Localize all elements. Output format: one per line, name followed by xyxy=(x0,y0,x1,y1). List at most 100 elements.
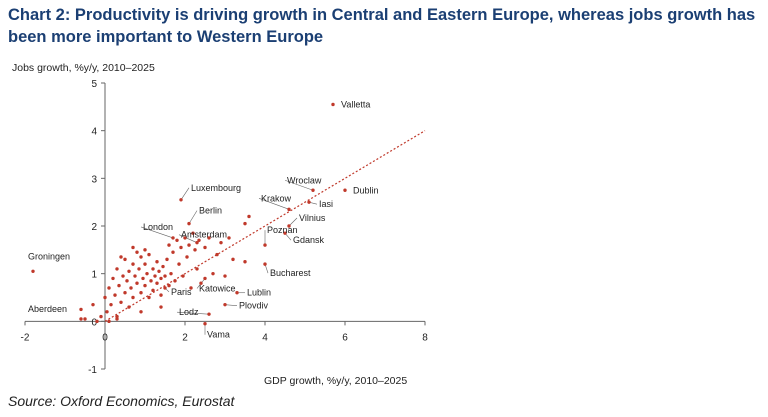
data-point xyxy=(119,300,123,304)
data-point xyxy=(113,293,117,297)
x-tick-label: 4 xyxy=(262,332,268,343)
point-annotation: Lublin xyxy=(247,288,271,298)
data-point xyxy=(141,276,145,281)
data-point xyxy=(163,274,167,278)
data-point xyxy=(171,250,175,254)
x-tick-label: 6 xyxy=(342,332,348,343)
point-annotation: Lodz xyxy=(179,307,199,317)
data-point xyxy=(115,314,119,319)
data-point xyxy=(143,248,147,252)
data-point xyxy=(79,307,83,312)
y-tick-label: 4 xyxy=(91,127,97,138)
data-point xyxy=(197,238,201,242)
data-point xyxy=(155,281,159,285)
data-point xyxy=(199,281,203,285)
point-annotation: Vama xyxy=(207,330,230,340)
data-point xyxy=(159,276,163,281)
data-point xyxy=(155,260,159,264)
x-tick-label: 0 xyxy=(102,332,108,343)
data-point xyxy=(105,310,109,314)
y-tick-label: 5 xyxy=(91,79,97,90)
annotation-leader xyxy=(176,311,210,315)
labelled-data-point xyxy=(287,224,291,228)
point-annotation: Aberdeen xyxy=(28,304,67,314)
point-annotation: Krakow xyxy=(261,193,292,203)
data-point xyxy=(223,274,227,278)
point-annotation: Iasi xyxy=(319,199,333,209)
x-tick-label: 8 xyxy=(422,332,428,343)
point-annotation: Groningen xyxy=(28,251,70,261)
annotation-leader xyxy=(284,179,314,191)
data-point xyxy=(147,295,151,300)
data-point xyxy=(131,295,135,300)
data-point xyxy=(167,283,171,288)
labelled-data-point xyxy=(79,317,83,321)
data-point xyxy=(189,286,193,290)
data-point xyxy=(145,271,149,276)
data-point xyxy=(95,319,99,324)
labelled-data-point xyxy=(235,291,239,295)
data-point xyxy=(173,279,177,283)
data-point xyxy=(165,257,169,262)
point-annotation: Bucharest xyxy=(270,268,311,278)
data-point xyxy=(147,252,151,257)
data-point xyxy=(153,274,157,278)
data-point xyxy=(231,257,235,262)
data-point xyxy=(123,291,127,295)
data-point xyxy=(143,262,147,266)
x-tick-label: 2 xyxy=(182,332,188,343)
data-point xyxy=(135,281,139,285)
data-point xyxy=(109,302,113,307)
point-annotation: Vilnius xyxy=(299,213,326,223)
data-point xyxy=(115,267,119,271)
data-point xyxy=(183,236,187,240)
data-point xyxy=(91,302,95,307)
annotation-leader xyxy=(188,210,198,224)
data-point xyxy=(161,264,165,269)
data-point xyxy=(131,245,135,250)
y-tick-label: 2 xyxy=(91,222,97,233)
data-point xyxy=(247,214,251,219)
y-tick-label: 3 xyxy=(91,174,97,185)
annotation-leader xyxy=(258,198,290,210)
labelled-data-point xyxy=(163,286,167,290)
labelled-data-point xyxy=(171,236,175,240)
annotation-leader xyxy=(288,217,298,227)
data-point xyxy=(119,255,123,259)
data-point xyxy=(135,250,139,254)
data-point xyxy=(107,286,111,290)
data-point xyxy=(99,314,103,319)
labelled-data-point xyxy=(195,240,199,245)
labelled-data-point xyxy=(263,262,267,266)
labelled-data-point xyxy=(187,221,191,226)
x-axis-label: GDP growth, %y/y, 2010–2025 xyxy=(264,375,407,387)
labelled-data-point xyxy=(263,243,267,247)
data-point xyxy=(159,293,163,297)
point-annotation: London xyxy=(143,222,173,232)
point-annotation: Gdansk xyxy=(293,235,325,245)
point-annotation: Berlin xyxy=(199,206,222,216)
data-point xyxy=(143,283,147,288)
source-note: Source: Oxford Economics, Eurostat xyxy=(8,393,235,409)
data-point xyxy=(169,271,173,276)
y-tick-label: -1 xyxy=(88,365,97,376)
data-point xyxy=(139,291,143,295)
data-point xyxy=(139,255,143,259)
data-point xyxy=(175,238,179,242)
data-point xyxy=(227,236,231,240)
point-annotation: Poznan xyxy=(267,225,298,235)
labelled-data-point xyxy=(331,102,335,107)
data-point xyxy=(219,240,223,245)
data-point xyxy=(137,267,141,271)
labelled-data-point xyxy=(203,322,207,326)
data-point xyxy=(133,274,137,278)
data-point xyxy=(83,317,87,321)
data-point xyxy=(207,236,211,240)
labelled-data-point xyxy=(207,312,211,316)
data-point xyxy=(211,271,215,276)
labelled-data-point xyxy=(223,302,227,307)
labelled-data-point xyxy=(31,269,35,273)
data-point xyxy=(157,269,161,273)
labelled-data-point xyxy=(287,207,291,212)
